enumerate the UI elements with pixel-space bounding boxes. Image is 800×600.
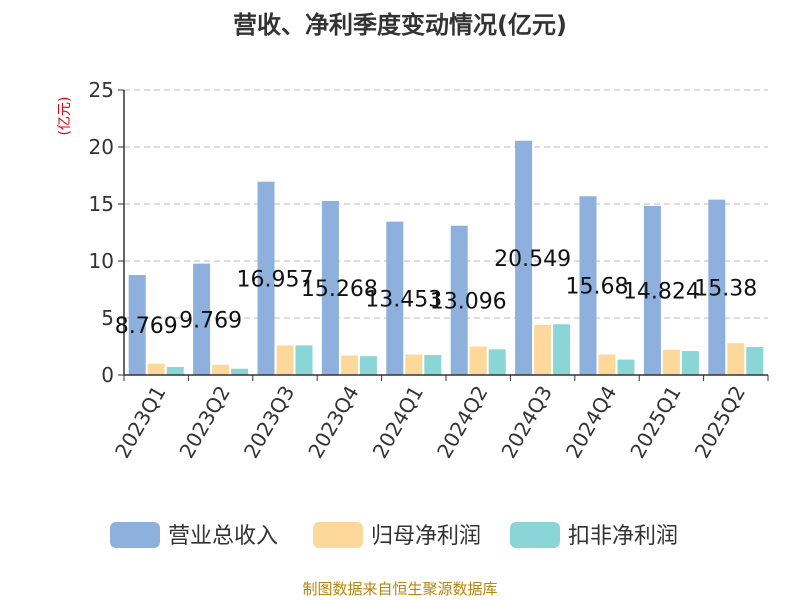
bar	[617, 359, 635, 375]
bar	[276, 345, 294, 375]
source-note: 制图数据来自恒生聚源数据库	[302, 580, 497, 598]
bar	[469, 346, 487, 375]
x-tick-label: 2025Q1	[625, 382, 685, 463]
x-tick-label: 2023Q2	[174, 382, 234, 463]
x-tick-label: 2023Q1	[110, 382, 170, 463]
bar	[598, 354, 616, 375]
data-label: 15.68	[566, 275, 629, 300]
data-label: 8.769	[115, 314, 178, 339]
bar	[147, 363, 165, 375]
y-tick-label: 5	[101, 306, 114, 330]
y-tick-label: 25	[89, 78, 114, 102]
legend-swatch	[110, 522, 160, 548]
bar	[681, 351, 699, 375]
bar	[553, 324, 571, 375]
data-label: 13.096	[430, 289, 507, 314]
legend-label: 归母净利润	[371, 524, 481, 549]
bar	[212, 364, 230, 375]
legend-swatch	[313, 522, 363, 548]
legend-swatch	[510, 522, 560, 548]
bar	[579, 196, 597, 375]
x-tick-label: 2024Q1	[368, 382, 428, 463]
x-ticks: 2023Q1 2023Q2 2023Q3 2023Q4 2024Q1 2024Q2 2024…	[110, 375, 769, 463]
bar	[321, 200, 339, 375]
bar	[424, 355, 442, 375]
bar	[450, 225, 468, 375]
y-tick-label: 0	[101, 363, 114, 387]
bar	[295, 345, 313, 375]
legend-label: 营业总收入	[168, 524, 278, 549]
x-tick-label: 2024Q3	[496, 382, 556, 463]
bar	[386, 221, 404, 375]
legend-label: 扣非净利润	[568, 524, 678, 549]
bar	[746, 347, 764, 375]
grid-lines	[124, 89, 768, 319]
bar	[340, 355, 358, 375]
y-tick-label: 20	[89, 135, 114, 159]
bar	[727, 343, 745, 375]
chart-title: 营收、净利季度变动情况(亿元)	[233, 11, 567, 39]
data-label: 15.38	[694, 276, 757, 301]
bar	[405, 354, 423, 375]
bars	[128, 140, 764, 375]
bar	[708, 199, 726, 375]
bar	[193, 263, 211, 375]
bar	[534, 324, 552, 375]
data-label: 13.453	[365, 287, 442, 312]
bar	[231, 368, 249, 375]
bar	[257, 181, 275, 375]
legend: 营业总收入 归母净利润 扣非净利润	[110, 522, 678, 549]
bar	[662, 349, 680, 375]
y-ticks: 0 5 10 15 20 25	[89, 78, 124, 387]
y-tick-label: 10	[89, 249, 114, 273]
data-label: 15.268	[301, 277, 378, 302]
bar	[515, 140, 533, 375]
bar	[128, 275, 146, 375]
data-label: 16.957	[237, 267, 314, 292]
data-label: 20.549	[494, 247, 571, 272]
y-axis-label: (亿元)	[57, 97, 73, 136]
y-tick-label: 15	[89, 192, 114, 216]
data-label: 9.769	[179, 308, 242, 333]
x-tick-label: 2023Q4	[303, 382, 363, 463]
x-tick-label: 2024Q4	[561, 382, 621, 463]
bar	[488, 349, 506, 375]
bar	[166, 367, 184, 375]
bar	[359, 356, 377, 375]
x-tick-label: 2024Q2	[432, 382, 492, 463]
x-tick-label: 2023Q3	[239, 382, 299, 463]
bar	[643, 206, 661, 375]
data-label: 14.824	[623, 280, 700, 305]
x-tick-label: 2025Q2	[690, 382, 750, 463]
